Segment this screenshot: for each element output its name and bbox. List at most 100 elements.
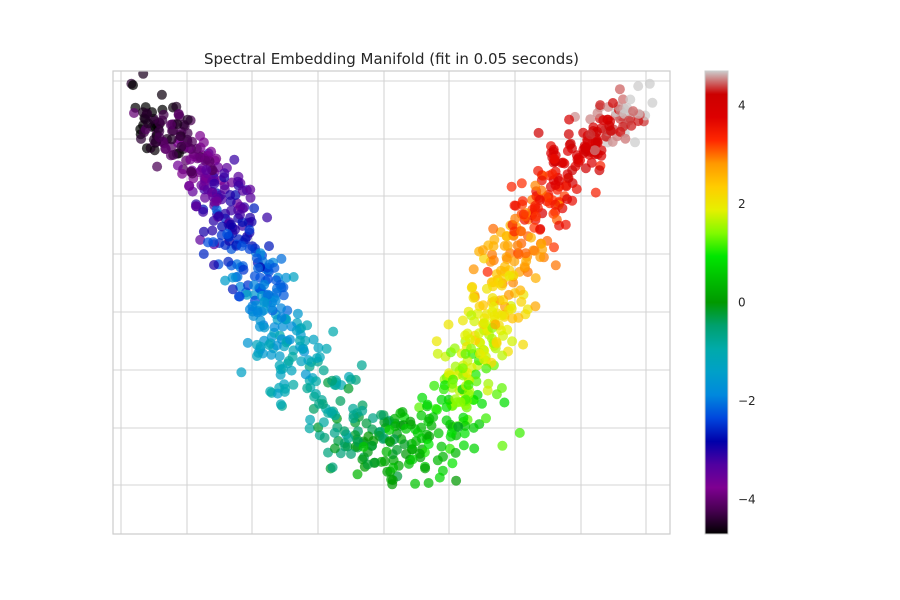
- data-point: [559, 158, 570, 169]
- data-point: [227, 284, 238, 295]
- data-point: [399, 439, 410, 450]
- data-point: [276, 303, 286, 314]
- data-point: [149, 145, 160, 156]
- data-point: [262, 212, 273, 223]
- data-point: [342, 441, 353, 452]
- data-point: [276, 312, 287, 323]
- data-point: [166, 134, 177, 145]
- data-point: [499, 397, 510, 408]
- data-point: [387, 479, 398, 490]
- data-point: [321, 343, 332, 354]
- data-point: [503, 289, 514, 300]
- data-point: [384, 436, 395, 447]
- data-point: [518, 209, 529, 220]
- data-point: [328, 326, 339, 337]
- data-point: [423, 478, 434, 488]
- data-point: [533, 127, 544, 138]
- plot-frame: [112, 70, 671, 535]
- data-point: [152, 161, 163, 172]
- data-point: [458, 412, 469, 423]
- data-point: [487, 293, 498, 303]
- data-point: [177, 168, 188, 179]
- data-point: [459, 428, 470, 439]
- data-point: [536, 185, 547, 196]
- data-point: [594, 165, 605, 176]
- data-point: [264, 340, 274, 350]
- data-point: [285, 334, 295, 345]
- data-point: [141, 143, 152, 154]
- data-point: [457, 363, 468, 374]
- data-point: [346, 374, 356, 385]
- data-point: [504, 270, 515, 281]
- data-point: [644, 78, 655, 89]
- data-point: [392, 444, 402, 455]
- data-point: [468, 292, 479, 303]
- data-point: [497, 440, 508, 451]
- data-point: [327, 462, 338, 473]
- data-point: [207, 225, 218, 236]
- data-point: [431, 336, 442, 347]
- data-point: [443, 319, 454, 330]
- data-point: [198, 137, 209, 148]
- data-point: [226, 205, 237, 216]
- data-point: [271, 340, 282, 351]
- data-point: [457, 315, 468, 326]
- data-point: [464, 334, 475, 345]
- data-point: [223, 256, 234, 267]
- data-point: [489, 310, 500, 321]
- data-point: [329, 443, 340, 454]
- data-point: [172, 160, 183, 171]
- data-point: [357, 405, 368, 416]
- data-point: [343, 433, 354, 443]
- data-point: [200, 192, 210, 203]
- data-point: [550, 260, 561, 271]
- data-point: [472, 389, 483, 400]
- data-point: [561, 181, 572, 192]
- data-point: [466, 282, 477, 293]
- data-point: [496, 383, 507, 393]
- data-point: [358, 441, 369, 452]
- data-point: [478, 300, 489, 311]
- data-point: [376, 410, 386, 420]
- data-point: [510, 200, 521, 211]
- data-point: [548, 144, 559, 155]
- data-point: [449, 343, 460, 354]
- data-point: [433, 428, 444, 439]
- data-point: [436, 394, 447, 405]
- data-point: [329, 427, 340, 438]
- data-point: [156, 89, 167, 100]
- data-point: [265, 386, 276, 397]
- data-point: [264, 241, 274, 252]
- data-point: [209, 260, 219, 270]
- data-point: [441, 402, 452, 413]
- data-point: [471, 376, 482, 387]
- chart-title: Spectral Embedding Manifold (fit in 0.05…: [204, 50, 579, 68]
- data-point: [381, 446, 392, 457]
- data-point: [547, 169, 558, 179]
- data-point: [274, 351, 285, 362]
- data-point: [259, 297, 270, 308]
- data-point: [585, 114, 596, 125]
- data-point: [488, 223, 499, 234]
- data-point: [453, 421, 464, 432]
- data-point: [222, 229, 233, 239]
- data-point: [198, 249, 209, 259]
- data-point: [233, 176, 243, 187]
- data-point: [428, 412, 439, 423]
- data-point: [291, 325, 302, 336]
- data-point: [352, 469, 363, 480]
- data-point: [245, 212, 256, 223]
- data-point: [590, 187, 601, 198]
- data-point: [158, 109, 169, 120]
- data-point: [407, 454, 418, 465]
- data-point: [487, 249, 498, 260]
- data-point: [490, 319, 501, 330]
- data-point: [482, 385, 493, 396]
- data-point: [468, 264, 479, 275]
- data-point: [447, 458, 458, 469]
- data-point: [191, 201, 202, 212]
- data-point: [475, 349, 485, 359]
- data-point: [219, 168, 230, 179]
- data-point: [168, 150, 179, 160]
- data-point: [270, 295, 281, 306]
